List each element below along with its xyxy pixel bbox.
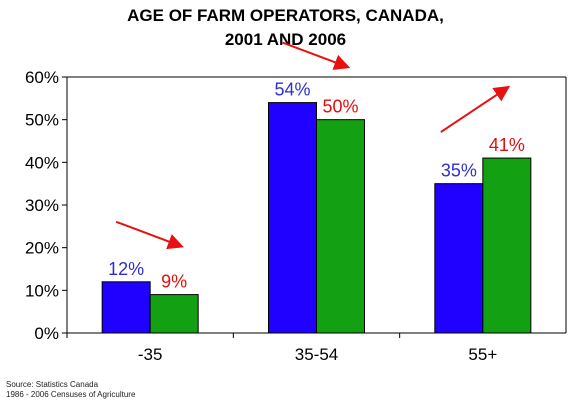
- bar: [101, 281, 151, 334]
- y-tick-label: 20%: [25, 239, 59, 258]
- data-label: 41%: [489, 135, 525, 155]
- x-tick-label: 35-54: [295, 345, 338, 364]
- source-note: Source: Statistics Canada 1986 - 2006 Ce…: [6, 380, 135, 400]
- data-label: 35%: [441, 161, 477, 181]
- y-tick-label: 60%: [25, 68, 59, 87]
- data-label: 9%: [161, 272, 187, 292]
- y-tick-label: 40%: [25, 153, 59, 172]
- trend-arrow: [282, 41, 351, 70]
- bar: [482, 157, 532, 334]
- source-line-2: 1986 - 2006 Censuses of Agriculture: [6, 390, 136, 399]
- data-label: 12%: [108, 259, 144, 279]
- bar-chart: 0% 10% 20% 30% 40% 50% 60% 12% 9% -35 54% 50% 35-54 3…: [25, 41, 567, 364]
- bar: [149, 294, 199, 334]
- source-line-1: Source: Statistics Canada: [6, 380, 99, 389]
- chart-title-line-1: AGE OF FARM OPERATORS, CANADA,: [127, 6, 444, 25]
- data-label: 50%: [322, 97, 358, 117]
- bar: [316, 119, 365, 334]
- trend-arrow: [440, 85, 511, 133]
- y-tick-label: 10%: [25, 281, 59, 300]
- y-tick-label: 0%: [34, 324, 59, 343]
- chart-title-line-2: 2001 AND 2006: [224, 30, 347, 49]
- x-tick-label: -35: [138, 345, 163, 364]
- bar: [268, 102, 317, 334]
- y-tick-label: 50%: [25, 111, 59, 130]
- trend-arrow: [115, 220, 184, 250]
- y-tick-label: 30%: [25, 196, 59, 215]
- x-tick-label: 55+: [468, 345, 497, 364]
- chart-title: AGE OF FARM OPERATORS, CANADA, 2001 AND …: [0, 4, 571, 52]
- bar: [434, 183, 484, 334]
- data-label: 54%: [274, 80, 310, 100]
